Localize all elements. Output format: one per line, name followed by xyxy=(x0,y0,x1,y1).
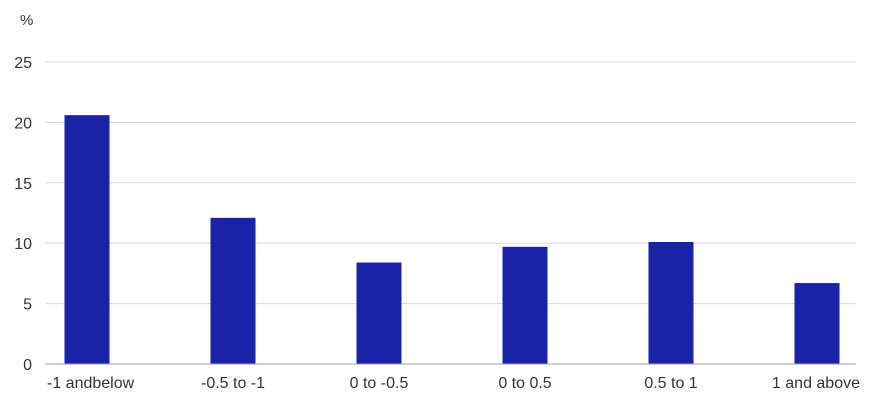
x-tick-label: 0 to 0.5 xyxy=(498,375,551,392)
bars xyxy=(64,115,840,364)
x-tick-label: 0 to -0.5 xyxy=(350,375,409,392)
y-tick-label: 5 xyxy=(23,297,32,314)
y-tick-label: 0 xyxy=(23,357,32,374)
x-tick-label: 1 and above xyxy=(772,375,860,392)
y-tick-label: 20 xyxy=(14,115,32,132)
y-tick-label: 25 xyxy=(14,55,32,72)
y-axis-unit-label: % xyxy=(20,12,33,29)
bar xyxy=(64,115,110,364)
y-tick-label: 10 xyxy=(14,236,32,253)
bar xyxy=(794,283,840,364)
x-axis-ticks: -1 andbelow -0.5 to -1 0 to -0.5 0 to 0.5 0.… xyxy=(47,375,860,392)
x-tick-label: -1 andbelow xyxy=(47,375,135,392)
y-axis-ticks: 0 5 10 15 20 25 xyxy=(14,55,32,374)
bar xyxy=(648,241,694,364)
x-tick-label: 0.5 to 1 xyxy=(644,375,697,392)
bar xyxy=(210,217,256,364)
bar xyxy=(356,262,402,364)
y-tick-label: 15 xyxy=(14,176,32,193)
x-tick-label: -0.5 to -1 xyxy=(201,375,265,392)
bar xyxy=(502,246,548,364)
gridlines xyxy=(45,61,856,305)
